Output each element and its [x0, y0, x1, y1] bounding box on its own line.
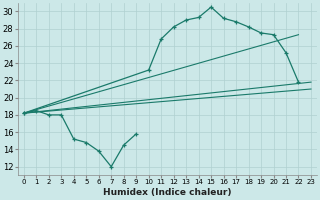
X-axis label: Humidex (Indice chaleur): Humidex (Indice chaleur) — [103, 188, 232, 197]
